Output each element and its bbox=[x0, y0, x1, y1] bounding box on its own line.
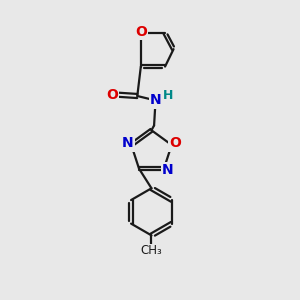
Text: O: O bbox=[135, 25, 147, 39]
Text: CH₃: CH₃ bbox=[141, 244, 162, 257]
Text: N: N bbox=[162, 163, 173, 177]
Text: N: N bbox=[122, 136, 134, 150]
Text: O: O bbox=[106, 88, 118, 101]
Text: O: O bbox=[169, 136, 181, 150]
Text: H: H bbox=[163, 88, 173, 102]
Text: N: N bbox=[150, 93, 161, 107]
